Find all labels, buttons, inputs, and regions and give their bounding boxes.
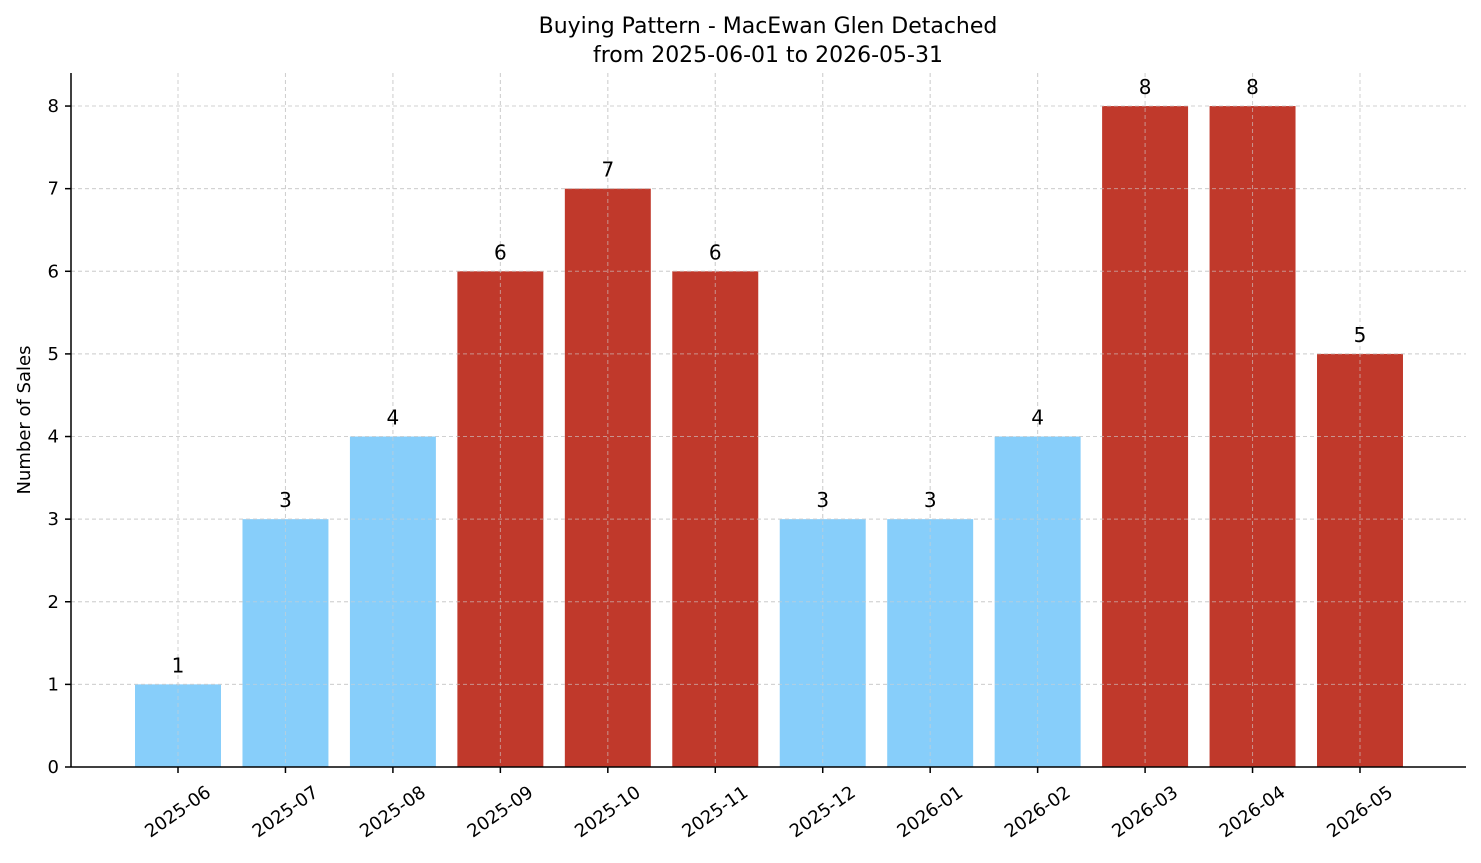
bar-value-label: 3 [924,488,937,512]
bar-value-label: 4 [387,406,400,430]
x-tick-label: 2026-03 [1108,782,1182,842]
x-tick-label: 2026-05 [1323,782,1397,842]
chart-subtitle: from 2025-06-01 to 2026-05-31 [593,43,943,68]
x-tick-label: 2025-07 [249,782,323,842]
x-tick-label: 2025-11 [678,782,752,842]
bar-value-label: 6 [494,240,507,264]
bar-value-label: 8 [1139,75,1152,99]
bar-value-label: 6 [709,240,722,264]
y-tick-label: 4 [48,427,59,448]
bar-value-label: 4 [1031,406,1044,430]
x-tick-label: 2025-12 [786,782,860,842]
bar-value-label: 7 [601,158,614,182]
bar-value-label: 8 [1246,75,1259,99]
x-tick-label: 2026-02 [1001,782,1075,842]
y-tick-label: 1 [48,674,59,695]
x-tick-label: 2025-06 [141,782,215,842]
bars-layer [71,73,1466,768]
data-labels-layer: 1 3 4 6 7 6 3 3 4 8 8 5 [172,75,1367,677]
y-axis-label: Number of Sales [14,345,35,494]
x-tick-label: 2025-09 [464,782,538,842]
y-tick-label: 2 [48,592,59,613]
y-tick-label: 3 [48,509,59,530]
y-tick-label: 0 [48,757,59,778]
y-tick-label: 6 [48,261,59,282]
y-tick-label: 5 [48,344,59,365]
y-tick-label: 7 [48,179,59,200]
bar-value-label: 3 [816,488,829,512]
bar-value-label: 1 [172,653,185,677]
bar-value-label: 3 [279,488,292,512]
bar-value-label: 5 [1354,323,1367,347]
x-tick-label: 2025-08 [356,782,430,842]
chart-title: Buying Pattern - MacEwan Glen Detached [539,14,998,39]
x-tick-label: 2026-04 [1216,782,1290,842]
x-tick-label: 2025-10 [571,782,645,842]
x-tick-label: 2026-01 [893,782,967,842]
y-tick-label: 8 [48,96,59,117]
bar-2025-10 [564,188,651,767]
